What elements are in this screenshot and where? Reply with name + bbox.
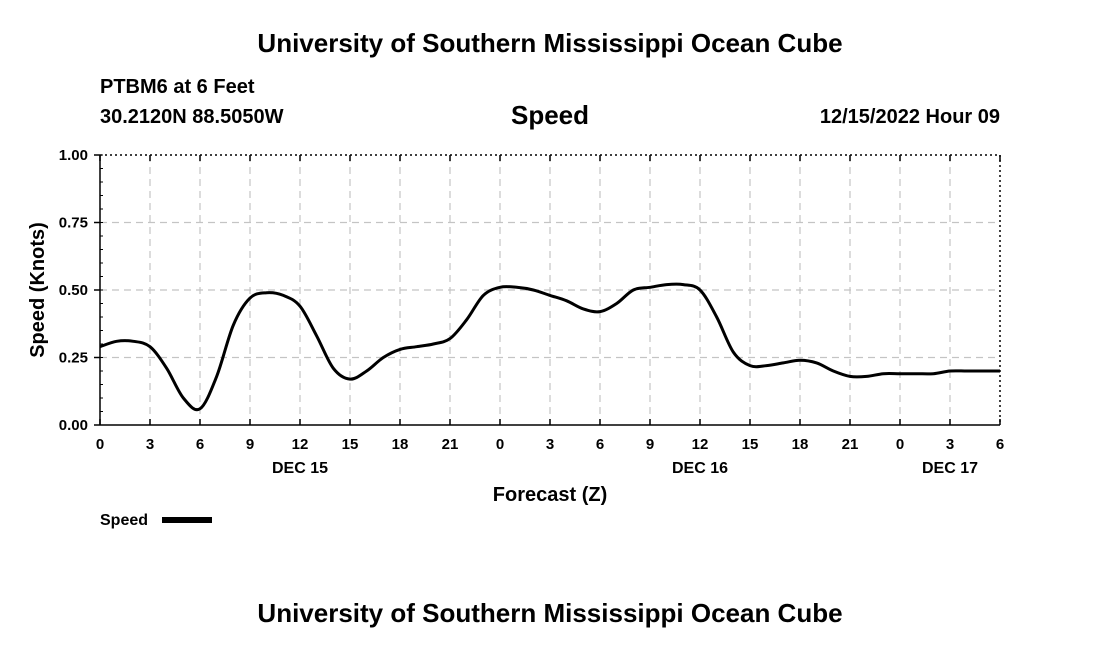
x-tick-label: 12 (692, 436, 709, 453)
x-tick-label: 3 (546, 436, 554, 453)
legend-label: Speed (100, 512, 148, 529)
x-tick-label: 21 (842, 436, 859, 453)
y-axis-label: Speed (Knots) (27, 222, 49, 358)
y-tick-label: 1.00 (59, 147, 88, 164)
x-tick-label: 0 (896, 436, 904, 453)
station-coordinates: 30.2120N 88.5050W (100, 106, 284, 128)
y-tick-label: 0.00 (59, 417, 88, 434)
x-tick-label: 18 (792, 436, 809, 453)
station-label: PTBM6 at 6 Feet (100, 76, 255, 98)
forecast-datetime: 12/15/2022 Hour 09 (819, 106, 1000, 128)
x-tick-label: 6 (596, 436, 604, 453)
y-tick-label: 0.50 (59, 282, 88, 299)
x-tick-label: 3 (946, 436, 954, 453)
x-tick-label: 0 (496, 436, 504, 453)
date-label: DEC 15 (272, 460, 328, 477)
x-axis-label: Forecast (Z) (493, 484, 607, 506)
date-label: DEC 16 (672, 460, 728, 477)
x-tick-label: 9 (646, 436, 654, 453)
series-line-speed (99, 282, 1000, 412)
x-tick-label: 15 (742, 436, 759, 453)
x-tick-label: 12 (292, 436, 309, 453)
x-tick-label: 6 (996, 436, 1004, 453)
x-tick-label: 9 (246, 436, 254, 453)
x-tick-label: 15 (342, 436, 359, 453)
y-tick-label: 0.75 (59, 215, 88, 232)
x-tick-label: 6 (196, 436, 204, 453)
y-tick-label: 0.25 (59, 350, 88, 367)
date-label: DEC 17 (922, 460, 978, 477)
x-tick-label: 0 (96, 436, 104, 453)
footer-title: University of Southern Mississippi Ocean… (257, 598, 843, 628)
chart-title: Speed (510, 100, 590, 130)
page-title: University of Southern Mississippi Ocean… (257, 28, 843, 58)
x-tick-label: 21 (442, 436, 459, 453)
x-tick-label: 18 (392, 436, 409, 453)
x-tick-label: 3 (146, 436, 154, 453)
